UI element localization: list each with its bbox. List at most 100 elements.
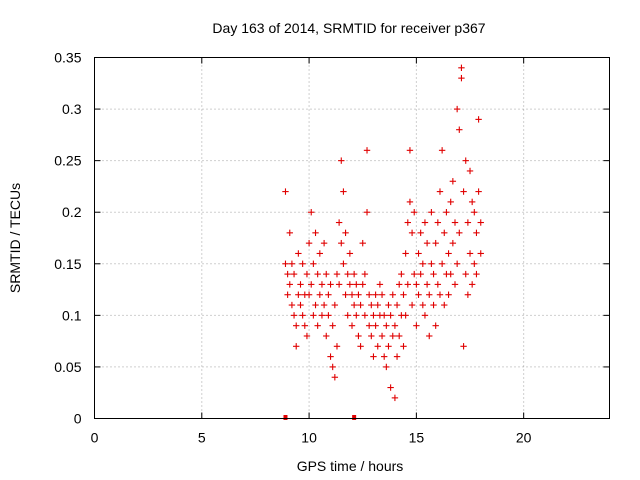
- data-point: [434, 219, 442, 226]
- y-tick-label: 0.25: [54, 153, 81, 169]
- data-point: [387, 384, 394, 391]
- data-point: [374, 301, 381, 309]
- data-point: [363, 147, 371, 154]
- data-point: [438, 260, 446, 267]
- data-point: [357, 343, 364, 350]
- data-point: [380, 312, 388, 319]
- data-point: [391, 322, 399, 329]
- data-point: [456, 229, 463, 237]
- data-point: [359, 239, 366, 247]
- data-point: [282, 188, 289, 195]
- data-point: [447, 198, 454, 206]
- data-point: [340, 260, 347, 267]
- data-point: [477, 250, 484, 257]
- data-point: [458, 74, 465, 82]
- data-point: [402, 312, 409, 319]
- data-point: [370, 353, 377, 360]
- data-point: [363, 209, 371, 216]
- data-point: [308, 209, 315, 216]
- data-point: [471, 260, 478, 267]
- data-point: [310, 260, 317, 267]
- data-point: [385, 301, 392, 309]
- data-point: [383, 322, 390, 329]
- data-point: [329, 363, 336, 371]
- data-point: [338, 157, 345, 164]
- data-point: [316, 291, 324, 298]
- data-point: [398, 270, 405, 278]
- data-point: [299, 312, 306, 319]
- data-point: [411, 209, 418, 216]
- x-tick-label: 15: [409, 430, 425, 446]
- zero-marker: [283, 415, 288, 420]
- data-point: [387, 312, 394, 319]
- data-point: [348, 322, 356, 329]
- data-point: [374, 343, 381, 350]
- y-tick-label: 0.05: [54, 359, 81, 375]
- data-point: [383, 363, 390, 371]
- data-point: [365, 291, 373, 298]
- y-tick-label: 0.2: [62, 204, 82, 220]
- data-point: [327, 353, 334, 360]
- data-point: [353, 312, 360, 319]
- data-point: [466, 167, 474, 175]
- data-point: [400, 291, 407, 298]
- data-point: [284, 291, 291, 298]
- data-point: [327, 281, 334, 288]
- data-point: [456, 126, 463, 133]
- data-point: [432, 322, 439, 329]
- data-point: [389, 332, 396, 340]
- data-point: [451, 219, 459, 226]
- data-point: [432, 239, 439, 247]
- x-tick-label: 5: [198, 430, 206, 446]
- data-point: [305, 291, 313, 298]
- data-point: [290, 270, 298, 278]
- data-point: [396, 332, 403, 340]
- data-point: [353, 281, 360, 288]
- data-point: [391, 394, 399, 402]
- data-point: [370, 312, 377, 319]
- y-tick-labels: 0 0.05 0.1 0.15 0.2 0.25 0.3 0.35: [54, 50, 81, 427]
- zero-marker: [352, 415, 357, 420]
- data-point: [404, 281, 411, 288]
- data-point: [396, 281, 403, 288]
- data-point: [320, 239, 328, 247]
- data-point: [436, 291, 444, 298]
- data-point: [299, 260, 306, 267]
- data-point: [340, 188, 347, 195]
- data-point: [348, 291, 356, 298]
- data-point: [413, 281, 420, 288]
- data-point: [325, 291, 332, 298]
- data-point: [477, 219, 484, 226]
- data-point: [389, 291, 396, 298]
- data-point: [443, 209, 450, 216]
- data-point: [430, 270, 437, 278]
- data-point: [404, 219, 411, 226]
- data-point: [329, 322, 336, 329]
- data-point: [293, 343, 300, 350]
- data-point: [335, 219, 343, 226]
- y-tick-label: 0.1: [62, 307, 82, 323]
- grid-lines: [94, 57, 610, 419]
- data-point: [436, 188, 444, 195]
- data-point: [297, 281, 304, 288]
- data-point: [286, 281, 293, 288]
- data-point: [458, 64, 465, 72]
- data-point: [462, 157, 469, 164]
- y-tick-label: 0.35: [54, 50, 81, 66]
- data-point: [460, 188, 467, 195]
- data-point: [368, 332, 375, 340]
- data-point: [372, 322, 379, 329]
- data-point: [402, 250, 409, 257]
- data-point: [406, 198, 414, 206]
- data-point: [378, 332, 386, 340]
- data-point: [323, 332, 330, 340]
- data-point: [357, 301, 364, 309]
- data-point: [355, 291, 362, 298]
- data-point: [453, 260, 461, 267]
- data-point: [430, 301, 437, 309]
- data-point: [423, 281, 431, 288]
- data-point: [434, 281, 442, 288]
- data-point: [419, 301, 427, 309]
- data-point: [331, 374, 339, 381]
- data-point: [301, 322, 308, 329]
